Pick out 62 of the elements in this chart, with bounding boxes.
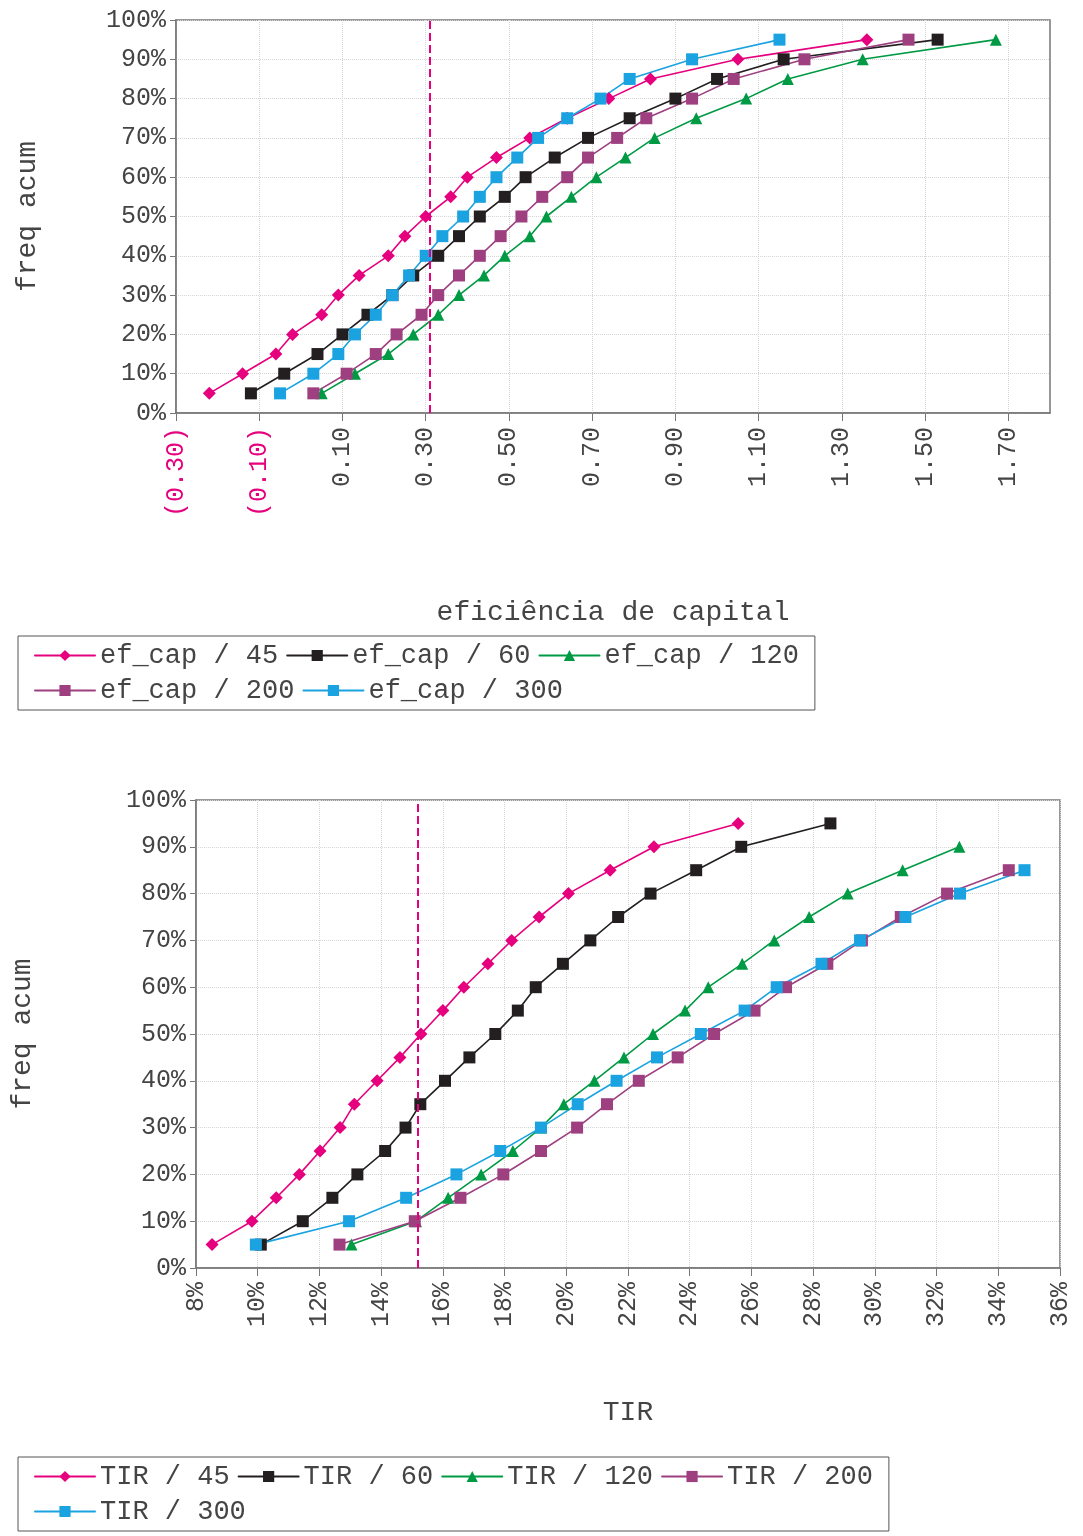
x-tick-label: 28%: [798, 1281, 828, 1328]
y-tick-label: 100%: [105, 5, 167, 35]
legend-label: TIR / 45: [100, 1461, 230, 1492]
y-tick-label: 0%: [155, 1253, 187, 1283]
x-tick-label: 0.90: [660, 427, 690, 488]
y-tick-label: 70%: [120, 123, 167, 153]
x-tick-label: 36%: [1045, 1281, 1075, 1328]
y-tick-label: 90%: [140, 832, 187, 862]
legend-label: ef_cap / 60: [352, 640, 531, 671]
x-tick-label: 24%: [675, 1281, 705, 1328]
y-tick-label: 40%: [140, 1066, 187, 1096]
y-tick-label: 20%: [120, 319, 167, 349]
legend-label: ef_cap / 200: [100, 675, 295, 706]
y-axis-title: freq acum: [11, 140, 43, 293]
y-axis-title: freq acum: [6, 958, 38, 1110]
x-tick-label: 0.70: [577, 427, 607, 488]
x-tick-label: 1.10: [744, 427, 774, 488]
x-tick-label: 32%: [922, 1281, 952, 1328]
x-tick-label: (0.30): [161, 427, 191, 518]
y-tick-label: 0%: [135, 398, 167, 428]
x-tick-label: 12%: [304, 1281, 334, 1328]
x-tick-label: 1.30: [827, 427, 857, 488]
y-tick-label: 30%: [140, 1113, 187, 1143]
x-tick-label: 8%: [181, 1281, 211, 1313]
x-tick-label: (0.10): [244, 427, 274, 518]
y-tick-label: 70%: [140, 925, 187, 955]
legend-label: ef_cap / 300: [368, 675, 563, 706]
y-tick-label: 90%: [120, 44, 167, 74]
legend-label: TIR / 60: [303, 1461, 434, 1492]
x-tick-label: 1.50: [910, 427, 940, 488]
y-tick-label: 20%: [140, 1159, 187, 1189]
x-tick-label: 20%: [551, 1281, 581, 1328]
x-tick-label: 18%: [490, 1281, 520, 1328]
x-tick-label: 26%: [736, 1281, 766, 1328]
y-tick-label: 10%: [140, 1206, 187, 1236]
y-tick-label: 50%: [120, 202, 167, 231]
x-tick-label: 34%: [983, 1281, 1013, 1328]
y-tick-label: 60%: [140, 972, 187, 1002]
legend-label: ef_cap / 45: [100, 640, 279, 671]
x-tick-label: 0.30: [411, 427, 441, 488]
y-tick-label: 50%: [140, 1019, 187, 1049]
y-tick-label: 80%: [120, 84, 167, 114]
x-tick-label: 10%: [243, 1281, 273, 1328]
x-tick-label: 1.70: [993, 427, 1023, 488]
x-tick-label: 0.10: [327, 427, 357, 488]
x-axis-title: eficiência de capital: [436, 596, 790, 628]
y-tick-label: 80%: [140, 879, 187, 909]
legend-label: ef_cap / 120: [604, 640, 799, 671]
x-tick-label: 22%: [613, 1281, 643, 1328]
y-tick-label: 30%: [120, 280, 167, 310]
legend-label: TIR / 200: [727, 1461, 873, 1492]
y-tick-label: 100%: [125, 785, 187, 815]
x-tick-label: 30%: [860, 1281, 890, 1328]
x-tick-label: 14%: [366, 1281, 396, 1328]
y-tick-label: 60%: [120, 162, 167, 192]
x-tick-label: 0.50: [494, 427, 524, 488]
legend-label: TIR / 300: [100, 1496, 246, 1527]
legend-label: TIR / 120: [507, 1461, 654, 1492]
x-axis-title: TIR: [602, 1396, 654, 1428]
y-tick-label: 10%: [120, 359, 167, 389]
x-tick-label: 16%: [428, 1281, 458, 1328]
y-tick-label: 40%: [120, 241, 167, 271]
